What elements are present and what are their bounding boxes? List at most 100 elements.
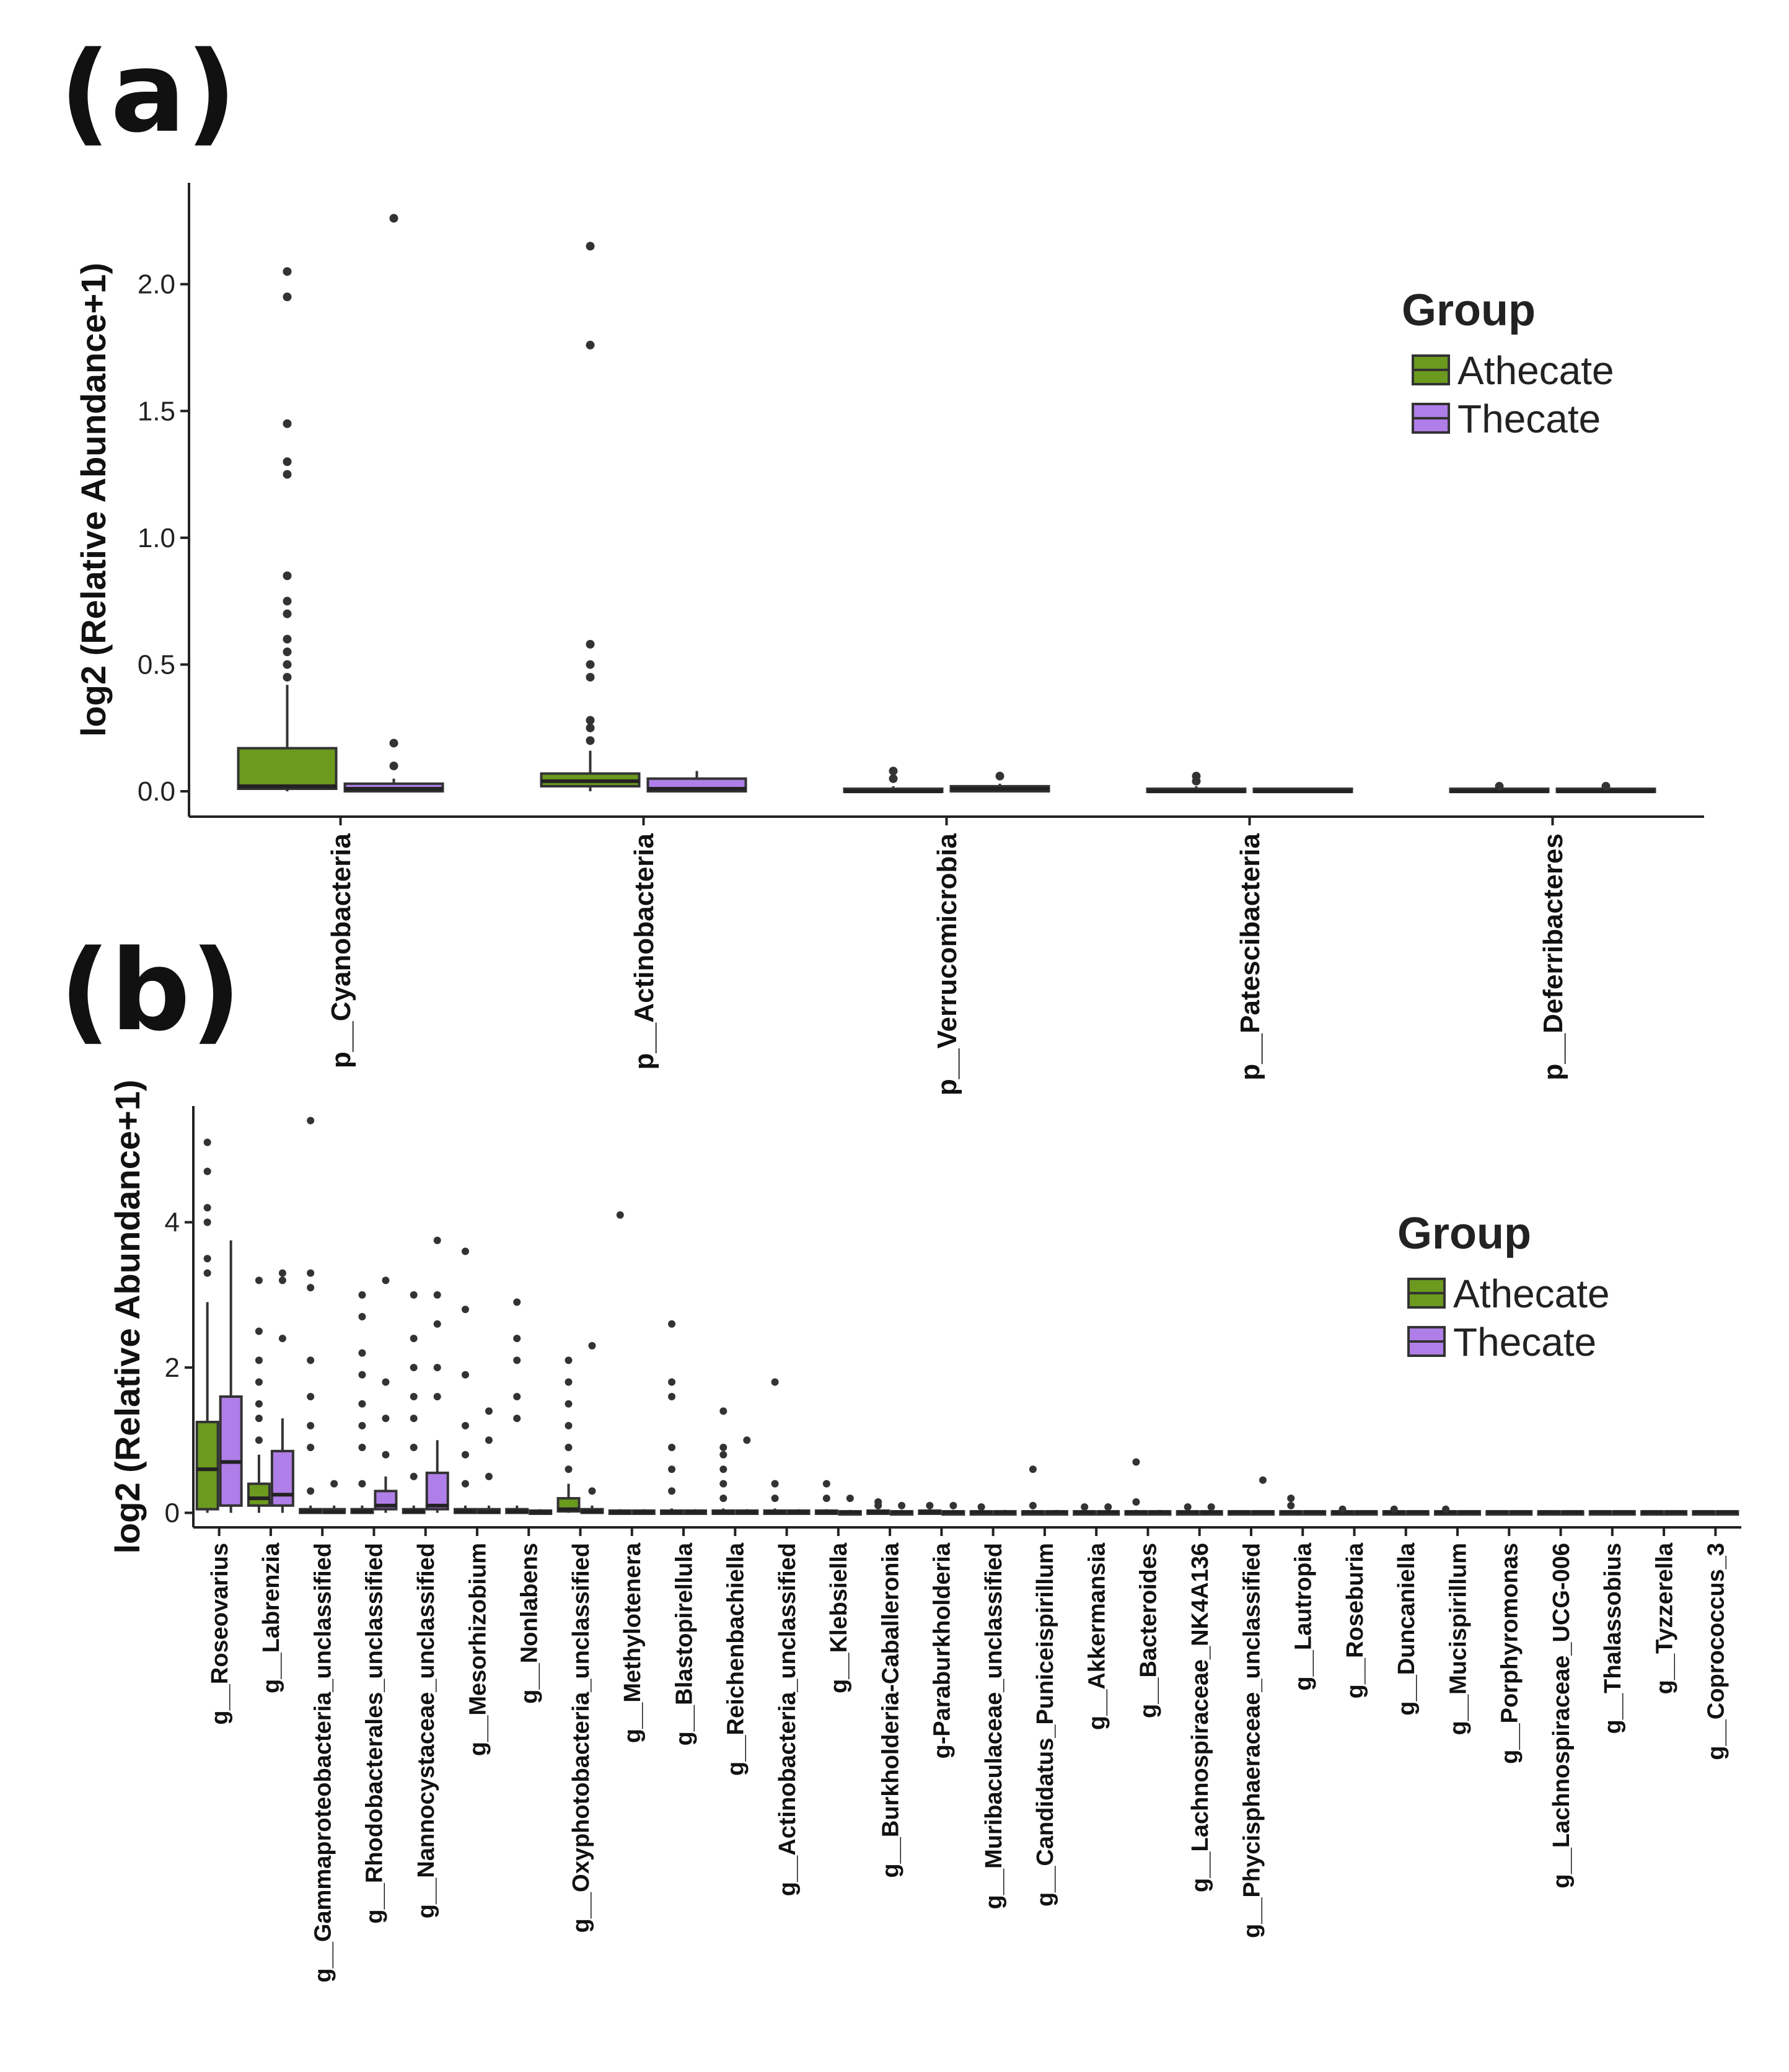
outlier-point (719, 1444, 727, 1452)
y-axis-label: log2 (Relative Abundance+1) (108, 1080, 147, 1554)
outlier-point (485, 1407, 493, 1415)
outlier-point (771, 1378, 779, 1386)
x-category-label: g__Lachnospiraceae_UCG-006 (1549, 1543, 1575, 1889)
outlier-point (565, 1444, 573, 1452)
outlier-point (410, 1444, 418, 1452)
legend-entry-label: Thecate (1453, 1320, 1596, 1364)
x-category-label: g__Rhodobacterales_unclassified (362, 1543, 388, 1924)
outlier-point (278, 1269, 286, 1277)
outlier-point (307, 1487, 315, 1495)
outlier-point (1495, 781, 1504, 791)
outlier-point (307, 1392, 315, 1400)
outlier-point (410, 1335, 418, 1343)
outlier-point (283, 470, 292, 479)
outlier-point (586, 672, 595, 682)
outlier-point (389, 739, 398, 748)
outlier-point (668, 1378, 676, 1386)
outlier-point (513, 1415, 521, 1423)
outlier-point (822, 1495, 830, 1503)
outlier-point (433, 1364, 441, 1372)
outlier-point (358, 1444, 366, 1452)
y-axis-label: log2 (Relative Abundance+1) (74, 263, 113, 737)
panel-b-label: (b) (59, 926, 242, 1056)
outlier-point (1132, 1458, 1140, 1466)
outlier-point (358, 1421, 366, 1429)
x-category-label: p__Actinobacteria (629, 833, 659, 1069)
outlier-point (485, 1472, 493, 1480)
box-thecate (270, 1449, 294, 1507)
x-category-label: g__Mucispirillum (1445, 1543, 1471, 1735)
box-athecate (237, 747, 338, 790)
outlier-point (485, 1436, 493, 1444)
y-tick-label: 0 (165, 1498, 180, 1529)
box-athecate (195, 1421, 219, 1511)
outlier-point (307, 1284, 315, 1292)
outlier-point (283, 571, 292, 581)
outlier-point (255, 1436, 263, 1444)
outlier-point (668, 1320, 676, 1328)
legend-title: Group (1402, 286, 1536, 335)
outlier-point (668, 1465, 676, 1473)
outlier-point (719, 1480, 727, 1488)
outlier-point (565, 1421, 573, 1429)
outlier-point (382, 1276, 390, 1284)
x-category-label: g__Porphyromonas (1497, 1543, 1523, 1764)
outlier-point (949, 1501, 957, 1509)
outlier-point (1081, 1503, 1089, 1511)
outlier-point (307, 1444, 315, 1452)
outlier-point (1184, 1503, 1192, 1511)
outlier-point (461, 1451, 469, 1459)
x-category-label: g__Methylotenera (620, 1542, 646, 1743)
x-category-label: g__Blastopirellula (671, 1542, 697, 1745)
x-category-label: g__Burkholderia-Caballeronia (877, 1542, 903, 1877)
outlier-point (846, 1495, 854, 1503)
outlier-point (283, 672, 292, 682)
outlier-point (203, 1269, 211, 1277)
outlier-point (461, 1306, 469, 1314)
x-category-label: p__Verrucomicrobia (932, 833, 962, 1095)
outlier-point (586, 660, 595, 669)
outlier-point (513, 1298, 521, 1306)
outlier-point (203, 1204, 211, 1212)
outlier-point (410, 1291, 418, 1299)
outlier-point (822, 1480, 830, 1488)
outlier-point (203, 1138, 211, 1146)
outlier-point (410, 1472, 418, 1480)
outlier-point (255, 1327, 263, 1335)
outlier-point (588, 1341, 596, 1350)
x-category-label: g__Roseovarius (207, 1543, 233, 1725)
outlier-point (283, 634, 292, 644)
x-category-label: g__Akkermansia (1084, 1542, 1110, 1730)
outlier-point (1029, 1501, 1037, 1509)
legend-entry-label: Athecate (1453, 1271, 1610, 1316)
outlier-point (389, 762, 398, 771)
panel-a-label: (a) (59, 28, 237, 157)
legend-title: Group (1397, 1209, 1531, 1258)
outlier-point (382, 1415, 390, 1423)
outlier-point (898, 1501, 906, 1509)
outlier-point (588, 1487, 596, 1495)
outlier-point (668, 1392, 676, 1400)
outlier-point (461, 1247, 469, 1255)
outlier-point (203, 1218, 211, 1226)
y-tick-label: 2 (165, 1353, 180, 1383)
outlier-point (1601, 781, 1611, 791)
outlier-point (278, 1335, 286, 1343)
outlier-point (1442, 1505, 1450, 1513)
outlier-point (382, 1451, 390, 1459)
outlier-point (586, 736, 595, 745)
y-tick-label: 0.5 (138, 649, 175, 680)
outlier-point (358, 1291, 366, 1299)
outlier-point (358, 1400, 366, 1408)
x-category-label: g__Nannocystaceae_unclassified (413, 1543, 439, 1918)
x-category-label: g__Gammaproteobacteria_unclassified (310, 1543, 336, 1983)
outlier-point (433, 1291, 441, 1299)
outlier-point (616, 1211, 624, 1219)
x-category-label: g-Paraburkholderia (930, 1542, 956, 1758)
outlier-point (565, 1465, 573, 1473)
y-tick-label: 1.5 (138, 396, 175, 426)
outlier-point (771, 1495, 779, 1503)
outlier-point (358, 1371, 366, 1379)
